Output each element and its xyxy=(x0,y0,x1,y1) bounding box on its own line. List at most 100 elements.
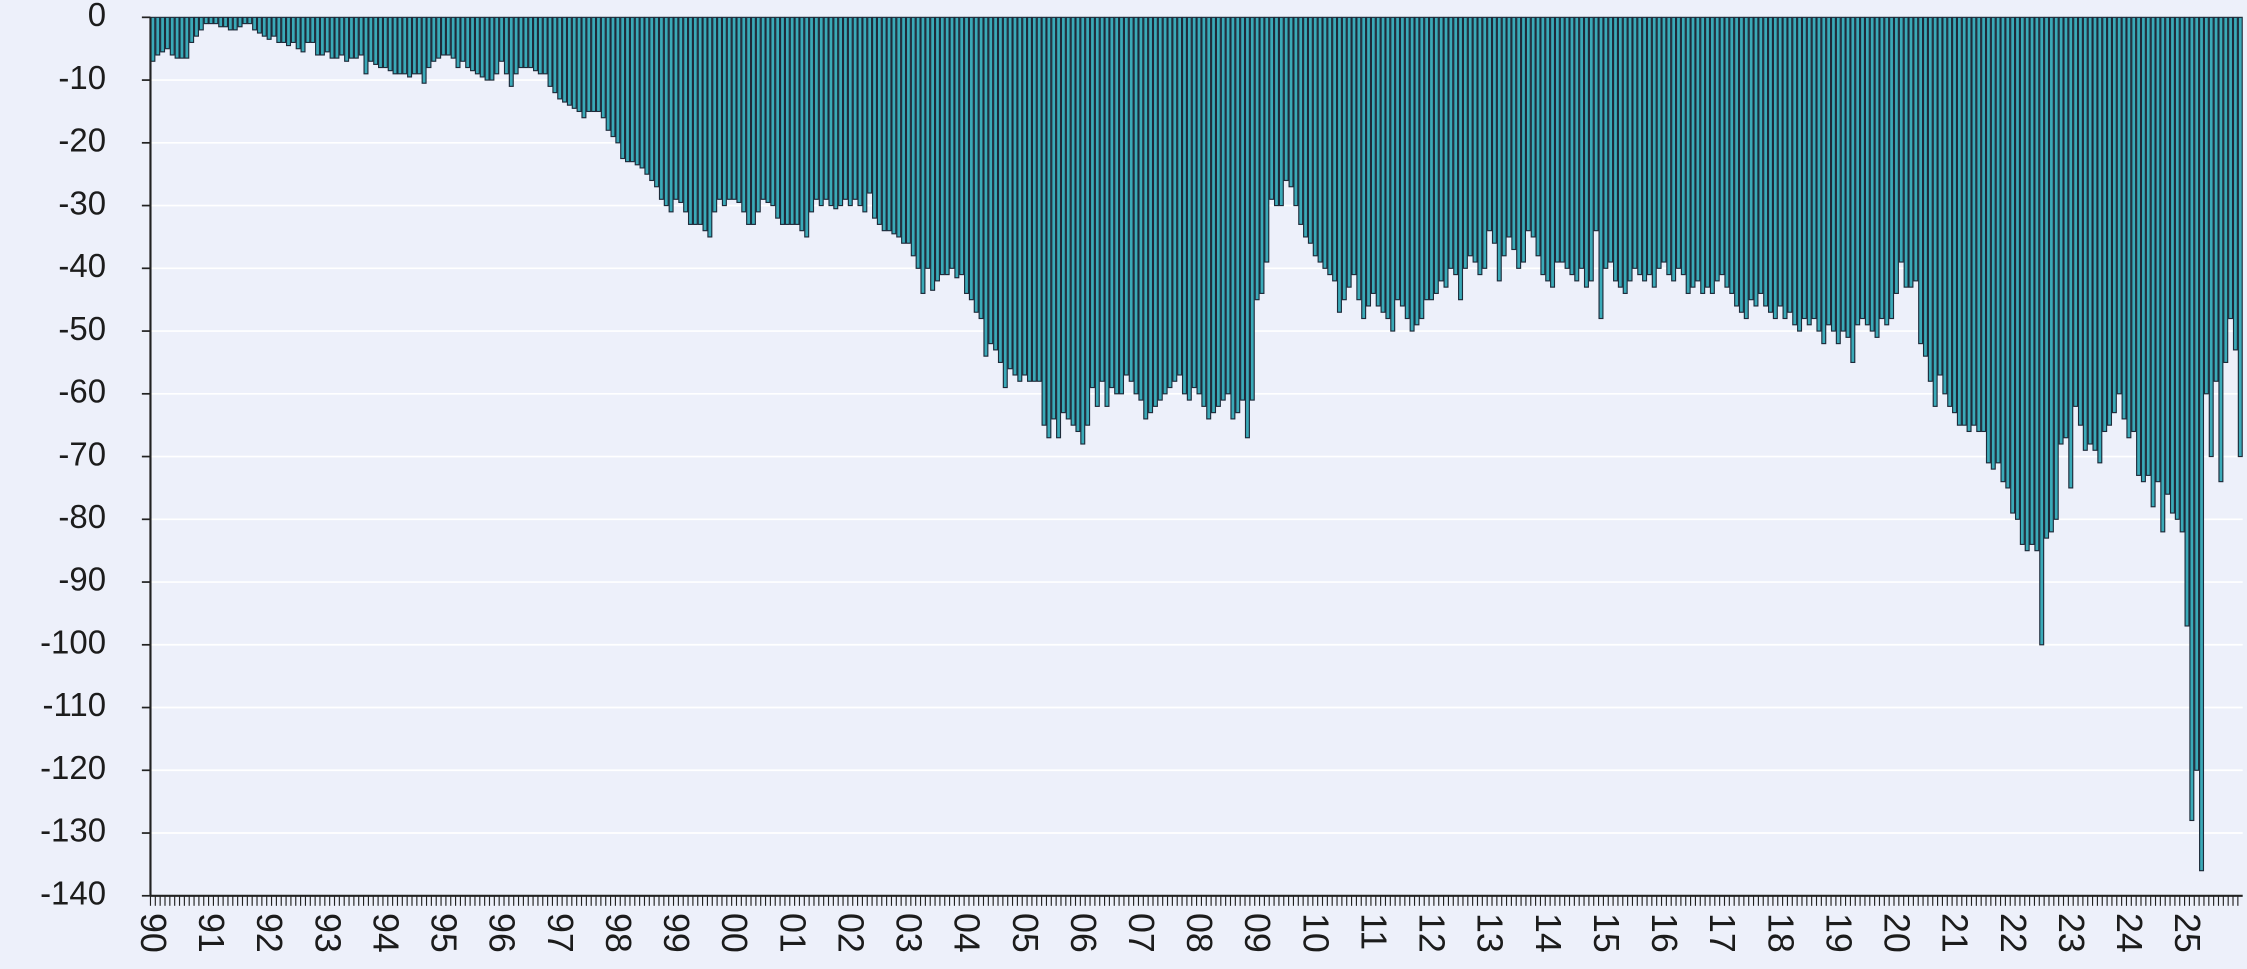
bar xyxy=(1961,16,1967,426)
bar xyxy=(1327,16,1333,276)
bar xyxy=(1695,16,1701,282)
bar xyxy=(1627,16,1633,282)
bar xyxy=(169,16,175,56)
bar xyxy=(1637,16,1643,276)
y-tick-label: -90 xyxy=(58,561,106,598)
bar xyxy=(566,16,572,106)
bar xyxy=(2160,16,2166,533)
bar xyxy=(683,16,689,213)
bar xyxy=(1240,16,1246,401)
bar xyxy=(1622,16,1628,294)
bar xyxy=(1128,16,1134,382)
bar xyxy=(2223,16,2229,364)
bar xyxy=(416,16,422,75)
bar xyxy=(755,16,761,213)
bar xyxy=(983,16,989,357)
bar xyxy=(1491,16,1497,244)
bar xyxy=(1157,16,1163,401)
bar xyxy=(363,16,369,75)
bar xyxy=(1448,16,1454,269)
bar xyxy=(1235,16,1241,414)
bar xyxy=(1206,16,1212,420)
bar xyxy=(227,16,233,31)
bar xyxy=(508,16,514,87)
bar xyxy=(411,16,417,75)
bar xyxy=(1022,16,1028,376)
bar xyxy=(794,16,800,225)
bar xyxy=(1753,16,1759,307)
bar xyxy=(901,16,907,244)
bar xyxy=(1482,16,1488,269)
bar xyxy=(203,16,209,25)
bar xyxy=(232,16,238,31)
bar xyxy=(968,16,974,301)
bar xyxy=(315,16,321,56)
bar xyxy=(1138,16,1144,401)
bar xyxy=(1385,16,1391,320)
bar xyxy=(334,16,340,59)
bar xyxy=(1433,16,1439,294)
bar xyxy=(1036,16,1042,382)
bar xyxy=(1922,16,1928,357)
bar xyxy=(1099,16,1105,382)
bar xyxy=(1191,16,1197,389)
x-tick-label: 20 xyxy=(1877,913,1917,953)
bar xyxy=(1758,16,1764,294)
bar xyxy=(1366,16,1372,307)
bar xyxy=(2150,16,2156,508)
bar xyxy=(1898,16,1904,263)
bar xyxy=(838,16,844,207)
bar xyxy=(1908,16,1914,288)
bar xyxy=(1879,16,1885,320)
bar xyxy=(237,16,243,28)
bar xyxy=(1075,16,1081,433)
bar xyxy=(1952,16,1958,414)
bar xyxy=(407,16,413,78)
bar xyxy=(528,16,534,69)
bar xyxy=(1893,16,1899,294)
bar xyxy=(1332,16,1338,282)
y-tick-label: -60 xyxy=(58,373,106,410)
bar xyxy=(247,16,253,25)
bar xyxy=(1709,16,1715,294)
bar xyxy=(494,16,500,75)
bar xyxy=(1608,16,1614,263)
x-tick-label: 00 xyxy=(714,913,754,953)
bar xyxy=(2199,16,2205,872)
bar xyxy=(198,16,204,31)
bar xyxy=(1782,16,1788,320)
bar xyxy=(503,16,509,75)
bar xyxy=(2165,16,2171,495)
bar xyxy=(1545,16,1551,282)
bar xyxy=(1675,16,1681,269)
bar xyxy=(557,16,563,100)
bar xyxy=(552,16,558,94)
bar xyxy=(629,16,635,163)
bar xyxy=(634,16,640,166)
bar xyxy=(605,16,611,131)
bar xyxy=(1085,16,1091,426)
bar xyxy=(1477,16,1483,276)
bar xyxy=(1012,16,1018,376)
bar xyxy=(465,16,471,69)
bar xyxy=(1821,16,1827,345)
bar xyxy=(2169,16,2175,514)
bar xyxy=(1249,16,1255,401)
x-tick-label: 22 xyxy=(1993,913,2033,953)
bar xyxy=(329,16,335,59)
x-tick-label: 18 xyxy=(1760,913,1800,953)
bar xyxy=(1375,16,1381,307)
bar xyxy=(431,16,437,62)
bar xyxy=(1666,16,1672,276)
bar xyxy=(1080,16,1086,445)
bar xyxy=(1017,16,1023,382)
bar xyxy=(2029,16,2035,545)
bar xyxy=(1026,16,1033,382)
bar xyxy=(1462,16,1468,269)
bar xyxy=(1336,16,1342,313)
bar xyxy=(2039,16,2045,646)
bar xyxy=(1927,16,1933,382)
bar xyxy=(1007,16,1013,370)
bar xyxy=(1511,16,1517,251)
bar xyxy=(184,16,190,59)
